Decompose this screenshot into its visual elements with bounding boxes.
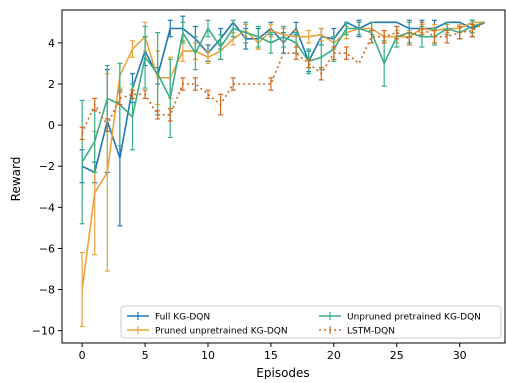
series-layer — [79, 15, 486, 328]
x-tick-label: 15 — [264, 349, 278, 362]
legend-entry-1: Full KG-DQN — [127, 312, 210, 323]
legend-label: Pruned unpretrained KG-DQN — [155, 327, 288, 337]
legend-entry-4: LSTM-DQN — [319, 326, 395, 337]
y-tick-label: −2 — [39, 160, 55, 173]
series-3 — [79, 19, 486, 225]
x-tick-label: 0 — [79, 349, 86, 362]
legend-box — [120, 305, 502, 339]
y-tick-label: −4 — [39, 201, 55, 214]
series-1 — [79, 15, 486, 227]
x-tick-label: 5 — [142, 349, 149, 362]
legend-label: LSTM-DQN — [347, 327, 395, 337]
x-tick-label: 10 — [201, 349, 215, 362]
legend-entry-3: Unpruned pretrained KG-DQN — [319, 312, 481, 323]
x-tick-label: 20 — [327, 349, 341, 362]
y-tick-label: 4 — [48, 37, 55, 50]
x-axis-label: Episodes — [256, 366, 309, 379]
legend-label: Unpruned pretrained KG-DQN — [347, 313, 481, 323]
legend-entry-2: Pruned unpretrained KG-DQN — [127, 326, 288, 337]
series-line — [81, 21, 486, 134]
axes-layer: 0 5 10 15 20 25 30 −10 −8 −6 −4 −2 0 2 4 — [32, 9, 506, 362]
x-tick-label: 25 — [390, 349, 404, 362]
series-4 — [79, 21, 486, 141]
y-tick-label: 2 — [48, 78, 55, 91]
y-tick-label: −8 — [39, 284, 55, 297]
plot-frame — [61, 9, 506, 344]
legend: Full KG-DQN Pruned unpretrained KG-DQN Unp… — [120, 305, 502, 339]
series-line — [81, 21, 486, 163]
series-2 — [79, 21, 485, 328]
y-axis-label: Reward — [9, 157, 23, 202]
y-tick-label: 0 — [48, 119, 55, 132]
y-tick-label: −10 — [32, 325, 55, 338]
series-line — [81, 21, 485, 290]
legend-label: Full KG-DQN — [155, 313, 210, 323]
x-tick-label: 30 — [453, 349, 467, 362]
y-tick-label: −6 — [39, 242, 55, 255]
